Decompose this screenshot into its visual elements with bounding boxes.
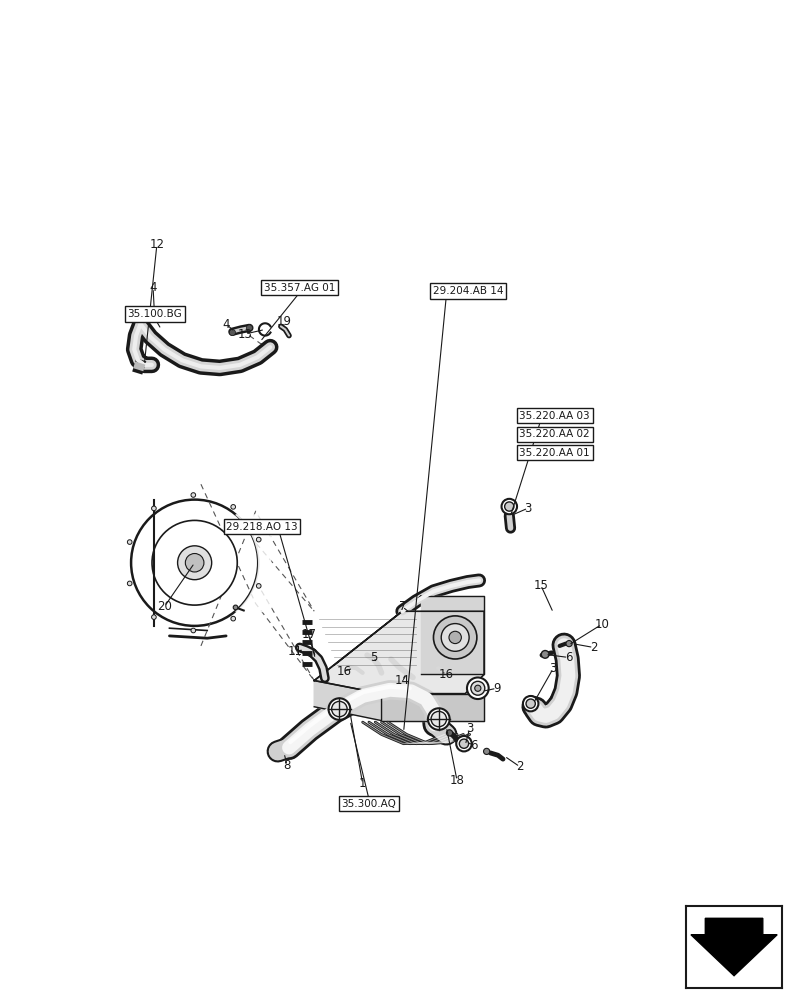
Circle shape (178, 546, 212, 580)
Circle shape (152, 615, 156, 619)
Text: 2: 2 (516, 760, 523, 773)
Circle shape (230, 616, 235, 621)
Circle shape (127, 581, 132, 586)
Circle shape (328, 698, 350, 720)
Polygon shape (381, 694, 483, 721)
Text: 35.220.AA 01: 35.220.AA 01 (519, 448, 589, 458)
Text: 7: 7 (398, 600, 406, 613)
Text: 16: 16 (336, 665, 351, 678)
Text: 6: 6 (470, 739, 477, 752)
Text: 9: 9 (492, 682, 500, 695)
Polygon shape (314, 611, 483, 694)
Polygon shape (314, 681, 381, 721)
Text: 15: 15 (533, 579, 547, 592)
Circle shape (470, 681, 484, 695)
Circle shape (522, 696, 538, 711)
Circle shape (501, 499, 517, 514)
Circle shape (127, 540, 132, 544)
Text: 13: 13 (238, 328, 252, 341)
Text: 20: 20 (157, 600, 172, 613)
Circle shape (233, 605, 238, 610)
Text: 35.220.AA 02: 35.220.AA 02 (519, 429, 589, 439)
Circle shape (427, 708, 449, 730)
Text: 35.220.AA 03: 35.220.AA 03 (519, 411, 589, 421)
Circle shape (440, 624, 469, 651)
Circle shape (448, 631, 461, 644)
Circle shape (456, 736, 471, 751)
Circle shape (431, 711, 446, 727)
Text: 3: 3 (466, 722, 473, 735)
Text: 29.204.AB 14: 29.204.AB 14 (432, 286, 502, 296)
Circle shape (433, 616, 476, 659)
Text: 29.218.AO 13: 29.218.AO 13 (226, 522, 298, 532)
Circle shape (191, 493, 195, 497)
Text: 35.100.BG: 35.100.BG (127, 309, 182, 319)
Text: 17: 17 (302, 628, 316, 641)
Circle shape (331, 701, 346, 717)
Text: 4: 4 (222, 318, 230, 331)
Circle shape (483, 748, 489, 754)
Text: 2: 2 (589, 641, 597, 654)
Circle shape (459, 739, 468, 748)
Circle shape (504, 502, 513, 511)
Text: 4: 4 (149, 281, 157, 294)
Text: 12: 12 (149, 238, 164, 251)
Circle shape (185, 554, 204, 572)
Text: 5: 5 (369, 651, 376, 664)
Polygon shape (421, 596, 483, 674)
Text: 16: 16 (438, 668, 453, 681)
Text: 35.357.AG 01: 35.357.AG 01 (264, 283, 335, 293)
Circle shape (256, 537, 260, 542)
Circle shape (565, 641, 572, 647)
Circle shape (466, 677, 488, 699)
Text: 6: 6 (564, 651, 572, 664)
Circle shape (229, 329, 235, 336)
Circle shape (256, 584, 260, 588)
Text: 3: 3 (549, 662, 556, 675)
Polygon shape (690, 918, 776, 976)
Text: 18: 18 (449, 774, 464, 787)
Text: 8: 8 (283, 759, 290, 772)
Text: 10: 10 (594, 618, 608, 631)
Text: 3: 3 (524, 502, 531, 515)
Circle shape (526, 699, 534, 708)
Text: 1: 1 (358, 777, 366, 790)
Circle shape (131, 500, 258, 626)
Circle shape (152, 506, 156, 511)
Circle shape (246, 325, 252, 331)
Circle shape (230, 505, 235, 509)
Circle shape (152, 520, 237, 605)
Text: 19: 19 (277, 315, 291, 328)
Text: 35.300.AQ: 35.300.AQ (341, 799, 396, 809)
Polygon shape (314, 596, 421, 681)
Circle shape (541, 651, 548, 658)
Circle shape (191, 628, 195, 633)
Circle shape (446, 730, 452, 736)
Text: 11: 11 (287, 645, 303, 658)
Text: 14: 14 (394, 674, 410, 687)
Circle shape (474, 685, 480, 691)
